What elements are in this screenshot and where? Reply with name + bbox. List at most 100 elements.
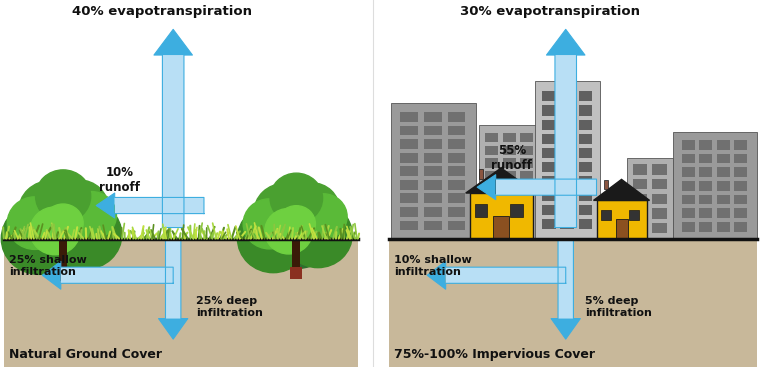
Bar xyxy=(560,190,574,201)
Text: 40% evapotranspiration: 40% evapotranspiration xyxy=(72,6,251,18)
Bar xyxy=(520,146,533,155)
Bar xyxy=(633,179,648,189)
Bar xyxy=(735,222,748,232)
Text: 30% evapotranspiration: 30% evapotranspiration xyxy=(460,6,640,18)
Bar xyxy=(578,219,592,229)
Bar xyxy=(293,239,300,279)
Polygon shape xyxy=(96,193,115,218)
Bar xyxy=(475,204,487,217)
Bar xyxy=(578,148,592,158)
Bar xyxy=(447,139,466,149)
Bar xyxy=(682,167,695,177)
Bar xyxy=(424,193,442,203)
Bar xyxy=(447,193,466,203)
Bar xyxy=(503,171,516,181)
Bar xyxy=(682,153,695,163)
Bar xyxy=(578,120,592,130)
Bar xyxy=(560,134,574,144)
Bar xyxy=(627,158,674,239)
Bar xyxy=(682,208,695,218)
Bar xyxy=(162,47,184,228)
Bar xyxy=(717,222,730,232)
Bar xyxy=(674,132,757,239)
Bar xyxy=(424,153,442,163)
Bar xyxy=(578,105,592,116)
Bar xyxy=(424,139,442,149)
Bar xyxy=(400,139,418,149)
Bar xyxy=(578,205,592,215)
Bar xyxy=(717,167,730,177)
Bar xyxy=(447,180,466,190)
Circle shape xyxy=(270,173,322,223)
Circle shape xyxy=(36,170,91,222)
Text: 25% deep
infiltration: 25% deep infiltration xyxy=(197,296,263,317)
Bar xyxy=(700,181,712,191)
Bar xyxy=(447,221,466,230)
Circle shape xyxy=(2,203,76,275)
Bar xyxy=(520,210,533,219)
Bar xyxy=(520,171,533,181)
Bar xyxy=(542,134,555,144)
Circle shape xyxy=(18,184,108,270)
Circle shape xyxy=(238,204,309,273)
Bar xyxy=(424,166,442,176)
Circle shape xyxy=(50,200,122,269)
Bar xyxy=(542,219,555,229)
Bar xyxy=(717,208,730,218)
Circle shape xyxy=(254,183,315,243)
Polygon shape xyxy=(43,261,61,289)
Bar xyxy=(424,221,442,230)
Bar xyxy=(520,184,533,193)
Bar xyxy=(400,193,418,203)
Bar xyxy=(485,184,498,193)
Circle shape xyxy=(30,207,80,255)
Bar xyxy=(400,126,418,135)
Bar xyxy=(424,112,442,122)
Text: 5% deep
infiltration: 5% deep infiltration xyxy=(585,296,652,317)
Bar xyxy=(560,205,574,215)
Bar xyxy=(735,208,748,218)
Bar xyxy=(560,120,574,130)
Circle shape xyxy=(43,204,83,242)
Polygon shape xyxy=(551,319,581,339)
Bar xyxy=(578,162,592,172)
Bar xyxy=(604,181,607,189)
Bar xyxy=(652,193,667,204)
Bar xyxy=(494,216,509,239)
Bar xyxy=(503,184,516,193)
Bar xyxy=(424,180,442,190)
Polygon shape xyxy=(427,261,446,289)
Bar xyxy=(165,239,181,319)
Bar xyxy=(485,133,498,142)
Bar xyxy=(56,268,69,281)
Bar xyxy=(400,166,418,176)
Bar xyxy=(717,153,730,163)
Bar xyxy=(682,222,695,232)
Bar xyxy=(633,164,648,175)
Bar xyxy=(717,140,730,150)
Bar xyxy=(560,219,574,229)
Bar xyxy=(560,148,574,158)
Text: 75%-100% Impervious Cover: 75%-100% Impervious Cover xyxy=(394,348,595,361)
Bar xyxy=(485,210,498,219)
Bar xyxy=(542,105,555,116)
Bar xyxy=(616,219,628,239)
Bar xyxy=(652,208,667,218)
Circle shape xyxy=(284,183,339,236)
Bar xyxy=(633,193,648,204)
Bar xyxy=(735,167,748,177)
Bar xyxy=(485,222,498,232)
Bar xyxy=(535,81,600,239)
Bar xyxy=(578,190,592,201)
Bar xyxy=(542,177,555,187)
Bar xyxy=(652,164,667,175)
Bar xyxy=(424,126,442,135)
Bar xyxy=(503,133,516,142)
Bar xyxy=(503,197,516,206)
Bar xyxy=(59,239,67,281)
Bar xyxy=(560,177,574,187)
Bar xyxy=(400,112,418,122)
Bar xyxy=(4,239,358,367)
Bar xyxy=(447,112,466,122)
Polygon shape xyxy=(466,168,536,193)
